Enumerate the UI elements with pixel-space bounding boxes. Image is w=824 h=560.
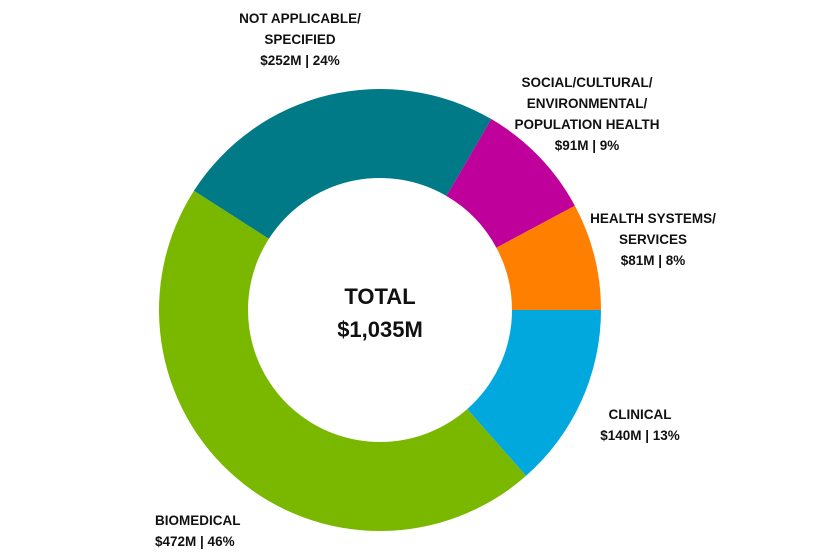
label-amount: $472M | 46% bbox=[155, 534, 235, 549]
label-line: SPECIFIED bbox=[264, 32, 336, 47]
center-title: TOTAL bbox=[344, 284, 416, 309]
center-total: TOTAL $1,035M bbox=[337, 280, 423, 346]
label-amount: $252M | 24% bbox=[260, 53, 340, 68]
label-line: NOT APPLICABLE/ bbox=[239, 11, 361, 26]
label-line: SOCIAL/CULTURAL/ bbox=[521, 75, 653, 90]
center-value: $1,035M bbox=[337, 317, 423, 342]
label-line: SERVICES bbox=[618, 232, 688, 247]
slice-health-systems bbox=[496, 205, 601, 310]
slice-clinical bbox=[467, 310, 601, 476]
label-line: HEALTH SYSTEMS/ bbox=[590, 211, 716, 226]
label-line: BIOMEDICAL bbox=[155, 513, 241, 528]
label-social-cultural: SOCIAL/CULTURAL/ ENVIRONMENTAL/ POPULATI… bbox=[515, 72, 660, 156]
label-health-systems: HEALTH SYSTEMS/ SERVICES $81M | 8% bbox=[590, 208, 716, 271]
label-amount: $81M | 8% bbox=[620, 253, 686, 268]
label-clinical: CLINICAL $140M | 13% bbox=[600, 404, 680, 446]
slice-biomedical bbox=[158, 190, 527, 532]
label-amount: $91M | 9% bbox=[554, 138, 620, 153]
label-amount: $140M | 13% bbox=[600, 428, 680, 443]
label-line: POPULATION HEALTH bbox=[514, 117, 660, 132]
label-biomedical: BIOMEDICAL $472M | 46% bbox=[155, 510, 241, 552]
label-not-applicable: NOT APPLICABLE/ SPECIFIED $252M | 24% bbox=[239, 8, 361, 71]
label-line: ENVIRONMENTAL/ bbox=[526, 96, 648, 111]
slice-social-cultural bbox=[446, 119, 575, 248]
slice-not-applicable bbox=[193, 88, 492, 239]
label-line: CLINICAL bbox=[608, 407, 672, 422]
